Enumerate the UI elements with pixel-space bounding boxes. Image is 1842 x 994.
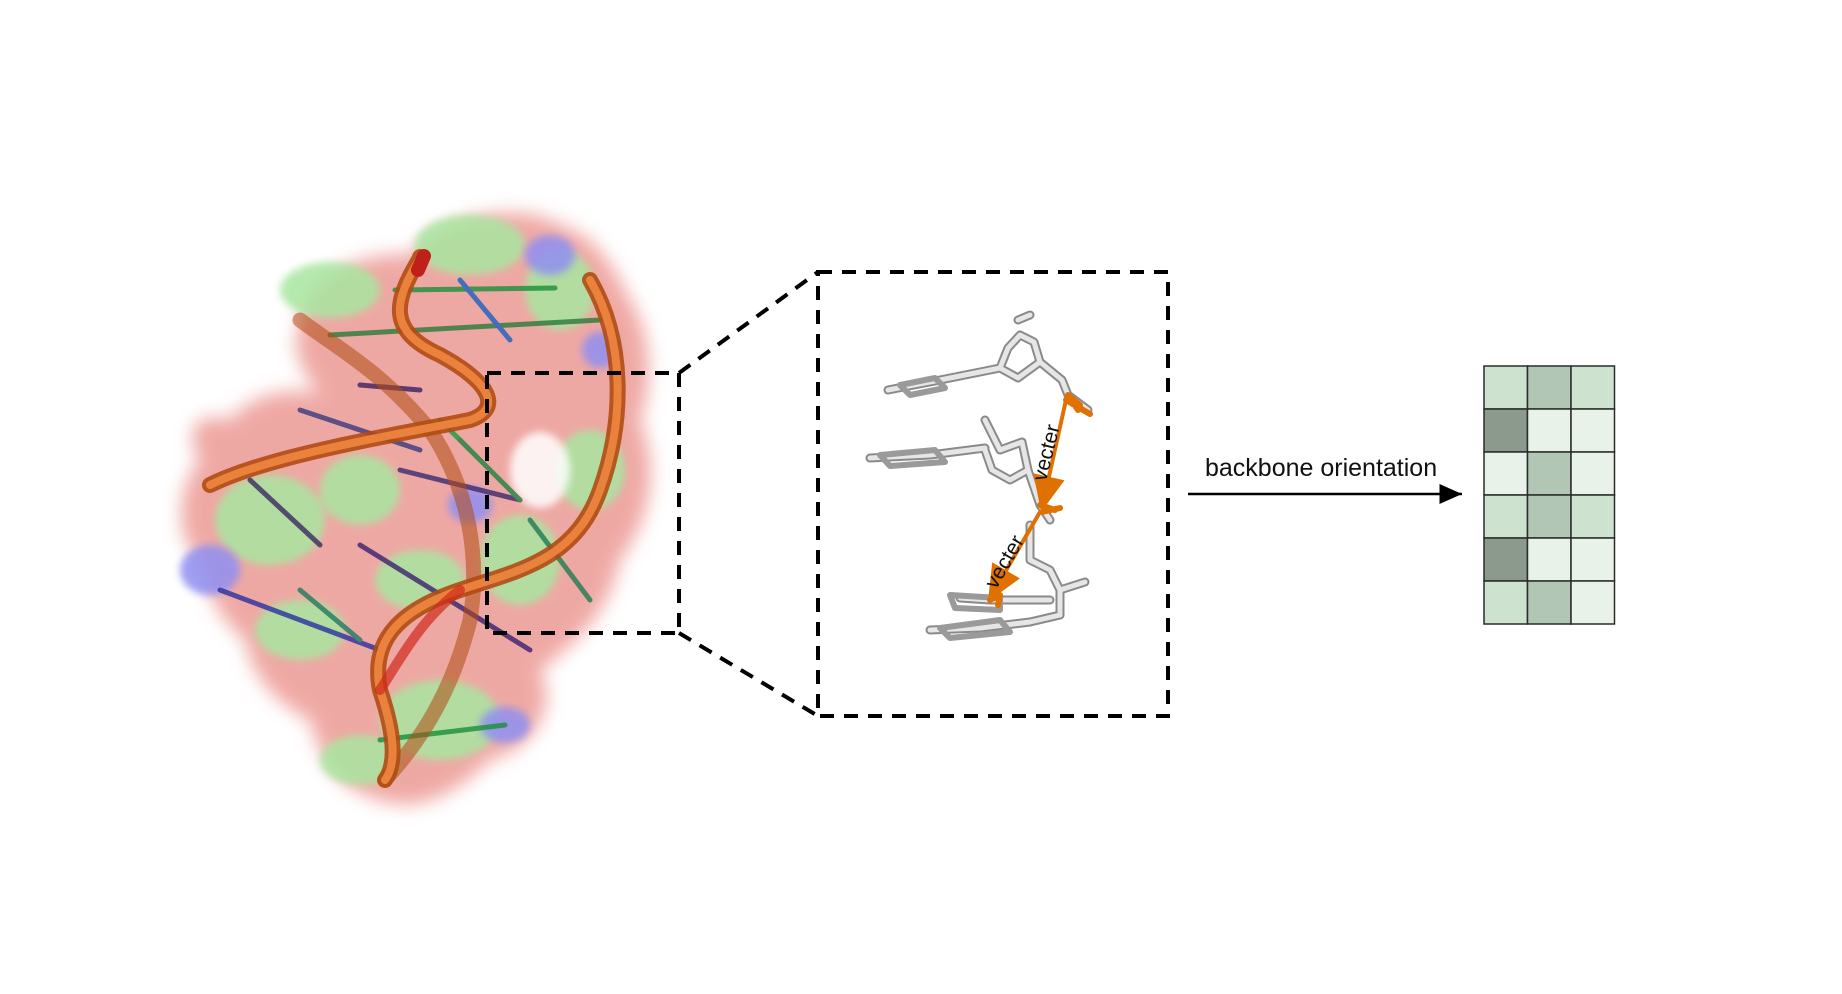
orientation-label: backbone orientation [1205,454,1437,482]
vector-arrow-lower [987,510,1042,602]
orientation-matrix [1483,365,1616,625]
zoomed-panel-frame [816,270,1170,718]
matrix-cell [1570,408,1616,453]
zoom-connector-lines [677,270,820,718]
matrix-cell [1570,537,1616,582]
backbone-terminus [411,249,431,277]
matrix-cell [1483,451,1529,496]
matrix-cell [1526,451,1572,496]
matrix-cell [1483,494,1529,539]
matrix-cell [1526,408,1572,453]
base-pair-sticks [217,277,603,743]
matrix-cell [1570,580,1616,625]
matrix-cell [1483,365,1529,410]
matrix-cell [1526,494,1572,539]
matrix-cell [1526,537,1572,582]
matrix-cell [1526,365,1572,410]
matrix-cell [1483,537,1529,582]
matrix-cell [1526,580,1572,625]
matrix-cell [1570,451,1616,496]
vector-arrow-upper [1033,399,1068,512]
surface-cavity [510,432,570,508]
matrix-cell [1483,408,1529,453]
orientation-arrow-group: backbone orientation [1188,454,1462,504]
matrix-cell [1483,580,1529,625]
rna-molecule [180,212,651,805]
matrix-cell [1570,365,1616,410]
zoom-region-box [485,371,681,635]
matrix-cell [1570,494,1616,539]
backbone-tube [202,249,626,788]
backbone-vectors [987,399,1068,602]
zoomed-panel: vecter vecter [816,270,1170,718]
